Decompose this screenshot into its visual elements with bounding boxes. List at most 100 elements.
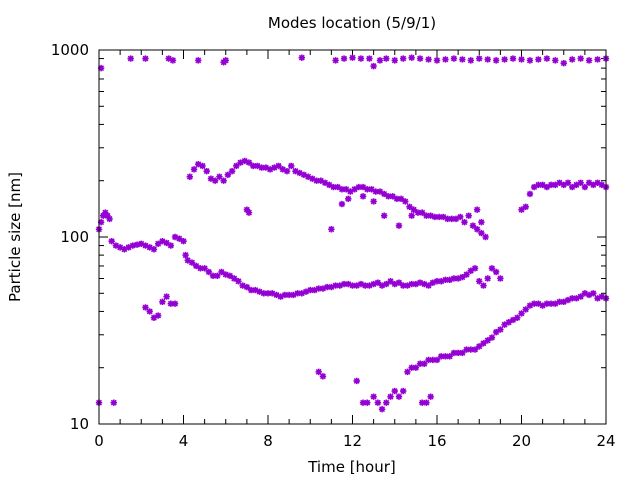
data-point — [497, 275, 504, 282]
data-point — [108, 237, 115, 245]
data-point — [400, 55, 407, 62]
data-point — [243, 283, 251, 291]
data-point — [488, 334, 496, 341]
data-point — [526, 190, 534, 198]
data-point — [121, 246, 128, 253]
data-point — [530, 183, 538, 191]
data-point — [264, 290, 272, 297]
data-point — [459, 273, 466, 281]
data-point — [543, 300, 551, 307]
data-point — [207, 175, 215, 182]
data-point — [245, 159, 253, 166]
data-point — [569, 56, 576, 63]
data-point — [125, 244, 132, 251]
data-point — [383, 55, 390, 62]
data-point — [594, 179, 601, 186]
data-point — [539, 181, 546, 189]
data-point — [393, 195, 401, 203]
data-point — [476, 55, 483, 62]
data-point — [262, 164, 270, 171]
data-point — [374, 399, 382, 406]
data-point — [323, 283, 331, 291]
data-point — [408, 212, 415, 219]
data-point — [395, 222, 403, 229]
data-point — [315, 285, 322, 292]
data-point — [154, 240, 162, 247]
data-point — [97, 64, 105, 72]
data-point — [573, 181, 580, 189]
data-point — [433, 356, 441, 364]
data-point — [146, 308, 153, 315]
data-point — [425, 56, 432, 63]
data-point — [171, 300, 179, 307]
data-point — [410, 206, 417, 213]
data-point — [397, 195, 405, 203]
data-point — [226, 272, 234, 280]
data-point — [530, 300, 538, 307]
axis-ticks: 0 4 8 12 16 20 24 10 100 1000 — [51, 41, 616, 450]
data-point — [222, 271, 229, 278]
data-point — [326, 181, 333, 189]
data-point — [169, 57, 177, 64]
data-point — [349, 282, 356, 289]
data-point — [497, 326, 504, 333]
data-point — [349, 54, 356, 61]
data-point — [387, 278, 394, 285]
data-point — [543, 55, 551, 62]
data-point — [378, 405, 386, 413]
data-point — [279, 166, 286, 173]
data-point — [419, 399, 426, 406]
data-point — [203, 167, 210, 175]
data-point — [509, 316, 517, 324]
data-point — [488, 265, 496, 272]
data-point — [404, 282, 411, 289]
x-tick-label: 12 — [343, 432, 362, 450]
data-point — [522, 203, 529, 211]
x-tick-label: 4 — [179, 432, 189, 450]
data-point — [459, 56, 466, 63]
data-point — [480, 282, 487, 289]
data-point — [408, 364, 415, 371]
data-point — [484, 275, 491, 282]
data-point — [106, 215, 113, 223]
data-point — [501, 321, 508, 328]
data-point — [192, 262, 200, 270]
data-point — [457, 213, 464, 221]
data-point — [357, 55, 365, 62]
data-point — [427, 212, 434, 219]
data-point — [376, 188, 384, 195]
data-point — [353, 377, 360, 385]
data-point — [581, 183, 589, 191]
data-point — [416, 279, 424, 286]
data-point — [245, 209, 253, 216]
data-point — [414, 209, 422, 216]
data-point — [357, 280, 365, 288]
data-point — [385, 193, 392, 200]
data-point — [269, 290, 276, 297]
data-point — [421, 360, 428, 367]
data-point — [442, 276, 449, 284]
data-point — [402, 198, 409, 205]
data-point — [359, 399, 367, 406]
data-point — [330, 183, 337, 191]
data-point — [345, 195, 352, 203]
data-point — [100, 212, 107, 219]
data-point — [585, 291, 593, 299]
data-point — [473, 206, 481, 213]
data-point — [438, 278, 445, 285]
data-point — [252, 286, 259, 294]
x-tick-label: 0 — [94, 432, 104, 450]
data-point — [97, 218, 105, 226]
data-point — [311, 286, 318, 294]
data-point — [412, 280, 420, 288]
data-point — [294, 290, 301, 297]
data-point — [454, 275, 462, 282]
data-point — [247, 286, 255, 294]
data-point — [353, 282, 360, 289]
data-point — [594, 295, 601, 302]
data-point — [129, 242, 136, 249]
data-point — [290, 291, 297, 299]
data-point — [552, 57, 559, 64]
data-point — [438, 353, 445, 360]
data-point — [547, 300, 555, 307]
